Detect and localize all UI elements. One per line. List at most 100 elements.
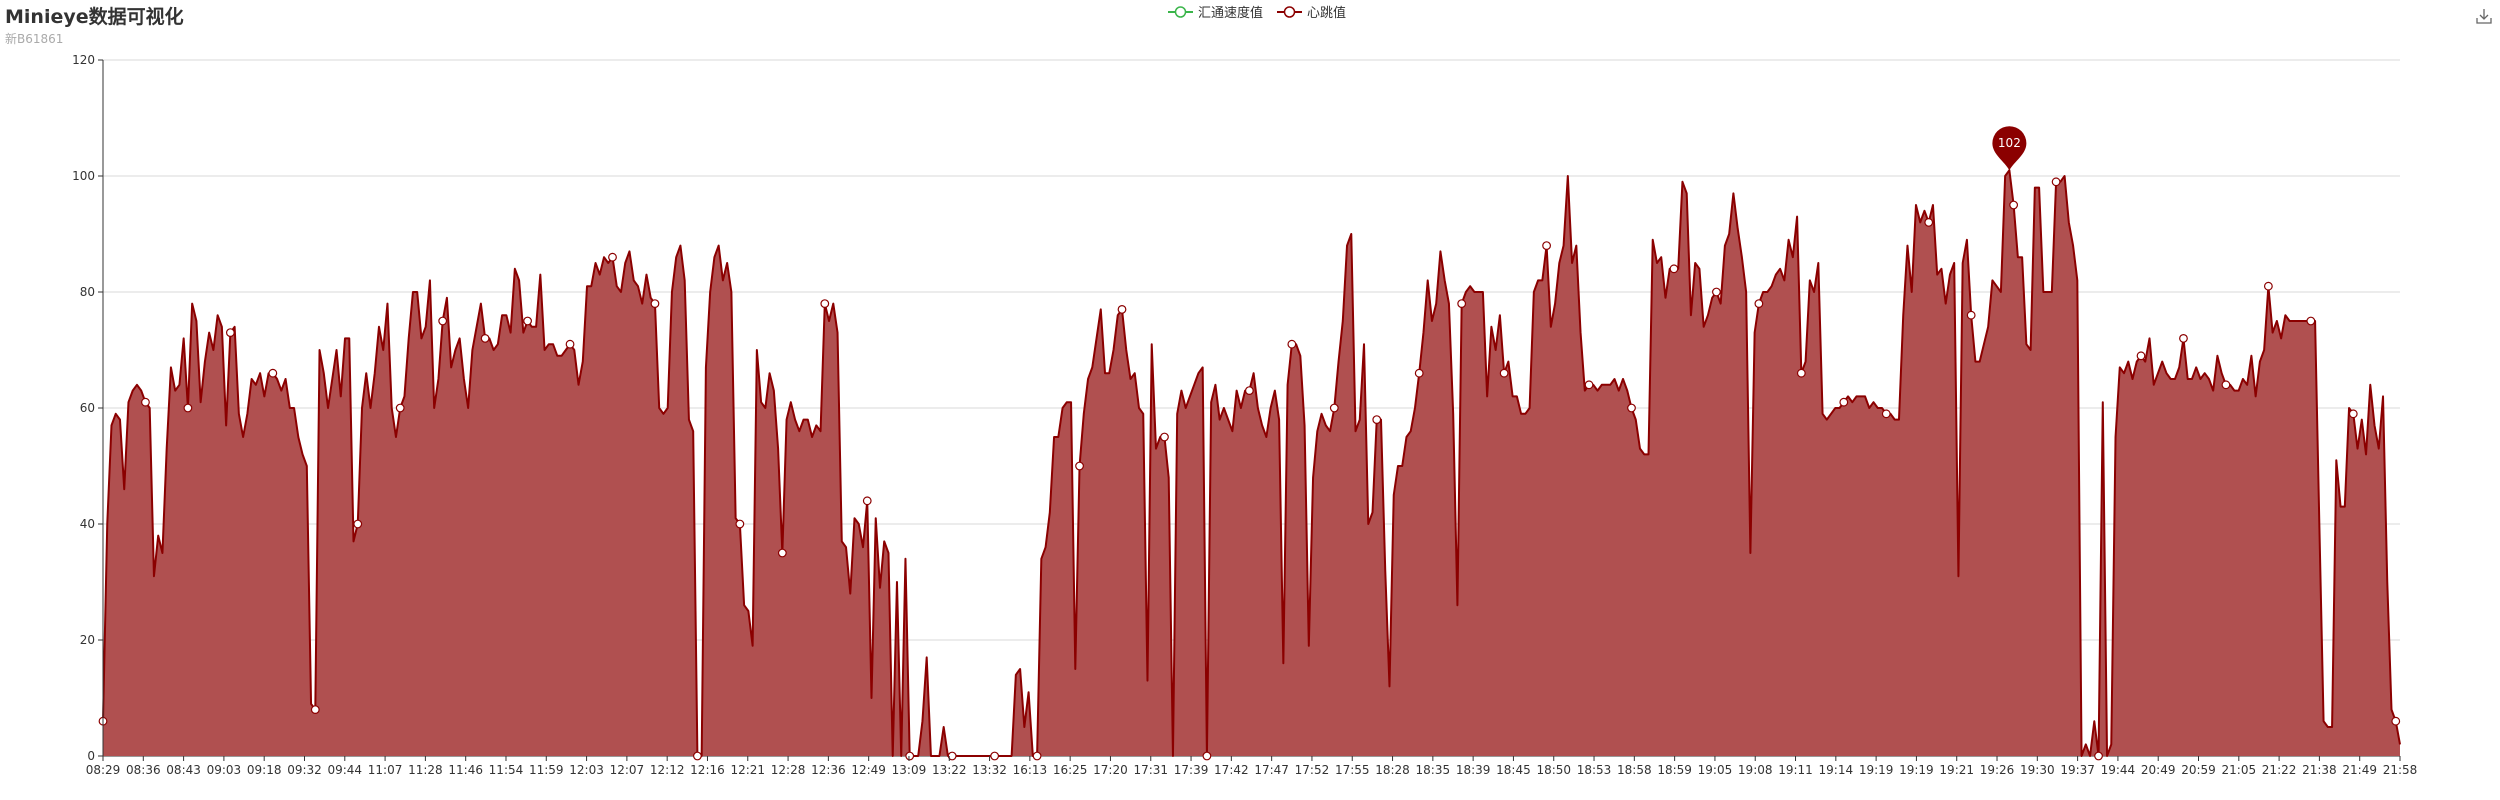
- data-point: [141, 397, 150, 407]
- data-point: [1796, 368, 1806, 378]
- x-tick-label: 19:05: [1698, 763, 1733, 777]
- x-tick-label: 19:37: [2060, 763, 2095, 777]
- data-point: [905, 751, 915, 761]
- max-marker-pin: [1992, 126, 2027, 171]
- legend-item-speed[interactable]: 汇通速度值: [1168, 2, 1263, 21]
- data-point: [1881, 409, 1891, 419]
- x-tick-label: 20:49: [2141, 763, 2176, 777]
- heartbeat-area: [103, 170, 2400, 756]
- x-tick-label: 12:03: [569, 763, 604, 777]
- y-tick-label: 0: [87, 749, 95, 763]
- data-point: [862, 496, 872, 506]
- y-tick-label: 120: [72, 53, 95, 67]
- x-tick-label: 18:53: [1577, 763, 1612, 777]
- data-point: [565, 339, 575, 349]
- x-tick-label: 18:45: [1496, 763, 1531, 777]
- data-point: [310, 705, 320, 714]
- data-point: [1372, 415, 1382, 425]
- data-point: [395, 403, 405, 413]
- data-point: [1924, 217, 1934, 227]
- data-point: [2051, 177, 2061, 187]
- x-tick-label: 21:38: [2302, 763, 2337, 777]
- y-tick-label: 20: [80, 633, 95, 647]
- data-point: [1075, 461, 1084, 471]
- x-tick-label: 13:22: [932, 763, 967, 777]
- legend-item-heartbeat[interactable]: 心跳值: [1277, 2, 1346, 21]
- data-point: [1457, 299, 1467, 309]
- x-tick-label: 19:26: [1980, 763, 2015, 777]
- download-icon[interactable]: [2474, 6, 2494, 26]
- x-tick-label: 12:36: [811, 763, 846, 777]
- x-tick-label: 19:19: [1899, 763, 1934, 777]
- data-point: [2348, 409, 2358, 419]
- data-point: [1244, 386, 1254, 396]
- x-tick-label: 12:49: [851, 763, 886, 777]
- x-tick-label: 09:03: [207, 763, 242, 777]
- data-point: [2009, 200, 2019, 210]
- y-tick-label: 80: [80, 285, 95, 299]
- x-tick-label: 18:28: [1375, 763, 1410, 777]
- x-tick-label: 11:07: [368, 763, 403, 777]
- data-point: [693, 751, 702, 761]
- data-point: [2306, 316, 2316, 326]
- x-tick-label: 18:50: [1536, 763, 1571, 777]
- x-tick-label: 19:19: [1859, 763, 1894, 777]
- data-point: [990, 751, 1000, 761]
- chart-title: Minieye数据可视化: [5, 6, 184, 28]
- x-tick-label: 13:32: [972, 763, 1007, 777]
- x-tick-label: 13:09: [892, 763, 927, 777]
- x-tick-label: 11:28: [408, 763, 443, 777]
- legend-swatch-heartbeat: [1277, 5, 1303, 18]
- data-point: [1712, 287, 1721, 297]
- axis-layer: 0 20 40 60 80 100 120 08:29 08:36 08:43 09:03 09:18…: [72, 53, 2417, 777]
- x-tick-label: 17:52: [1295, 763, 1330, 777]
- x-tick-label: 17:31: [1133, 763, 1168, 777]
- data-point: [2094, 751, 2103, 761]
- data-point: [2221, 380, 2231, 390]
- x-tick-label: 12:12: [650, 763, 685, 777]
- x-tick-label: 17:42: [1214, 763, 1249, 777]
- data-point: [1542, 241, 1551, 251]
- data-point: [1499, 368, 1509, 378]
- x-tick-label: 19:44: [2101, 763, 2136, 777]
- data-point: [947, 751, 957, 761]
- legend-label-speed: 汇通速度值: [1198, 6, 1264, 21]
- data-point: [1584, 380, 1594, 390]
- x-tick-label: 21:58: [2383, 763, 2418, 777]
- x-tick-label: 19:14: [1819, 763, 1854, 777]
- data-point: [1627, 403, 1636, 413]
- x-tick-label: 08:29: [86, 763, 121, 777]
- data-point: [268, 368, 278, 378]
- x-tick-label: 09:18: [247, 763, 282, 777]
- data-point: [1839, 397, 1849, 407]
- legend-swatch-speed: [1168, 5, 1193, 18]
- data-point: [1754, 299, 1764, 309]
- x-tick-label: 21:05: [2222, 763, 2257, 777]
- max-marker-label: 102: [1998, 136, 2021, 150]
- x-tick-label: 17:47: [1254, 763, 1289, 777]
- y-tick-label: 40: [80, 517, 95, 531]
- legend-label-heartbeat: 心跳值: [1307, 6, 1347, 21]
- x-tick-label: 18:39: [1456, 763, 1491, 777]
- x-tick-label: 18:59: [1657, 763, 1692, 777]
- data-point: [777, 548, 787, 558]
- data-point: [1287, 339, 1297, 349]
- x-tick-label: 12:21: [730, 763, 765, 777]
- data-point: [480, 334, 490, 343]
- x-tick-label: 19:11: [1778, 763, 1813, 777]
- x-tick-label: 17:39: [1174, 763, 1209, 777]
- data-point: [2263, 281, 2273, 291]
- x-tick-label: 12:07: [610, 763, 645, 777]
- data-point: [1669, 264, 1679, 274]
- data-point: [438, 316, 448, 326]
- x-tick-label: 11:54: [489, 763, 524, 777]
- x-tick-label: 11:46: [448, 763, 483, 777]
- data-point: [2391, 716, 2401, 726]
- x-tick-label: 08:43: [166, 763, 201, 777]
- x-tick-label: 16:25: [1053, 763, 1088, 777]
- data-point: [1202, 751, 1212, 761]
- x-tick-label: 19:21: [1939, 763, 1974, 777]
- chart-subtitle: 新B61861: [5, 32, 64, 46]
- data-point: [650, 299, 660, 309]
- data-point: [735, 519, 745, 529]
